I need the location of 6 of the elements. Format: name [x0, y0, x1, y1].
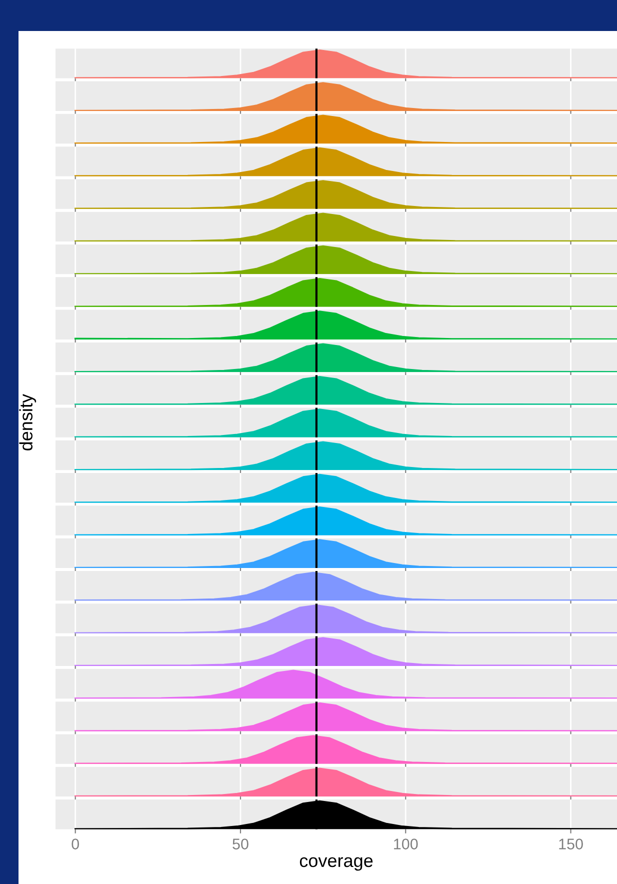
x-tick-label: 150	[559, 838, 583, 850]
x-axis-title: coverage	[300, 857, 373, 871]
x-tick-label: 50	[232, 838, 248, 850]
x-tick-label: 100	[394, 838, 418, 850]
x-tick-label: 0	[72, 838, 79, 850]
y-axis-title: density	[19, 394, 36, 450]
